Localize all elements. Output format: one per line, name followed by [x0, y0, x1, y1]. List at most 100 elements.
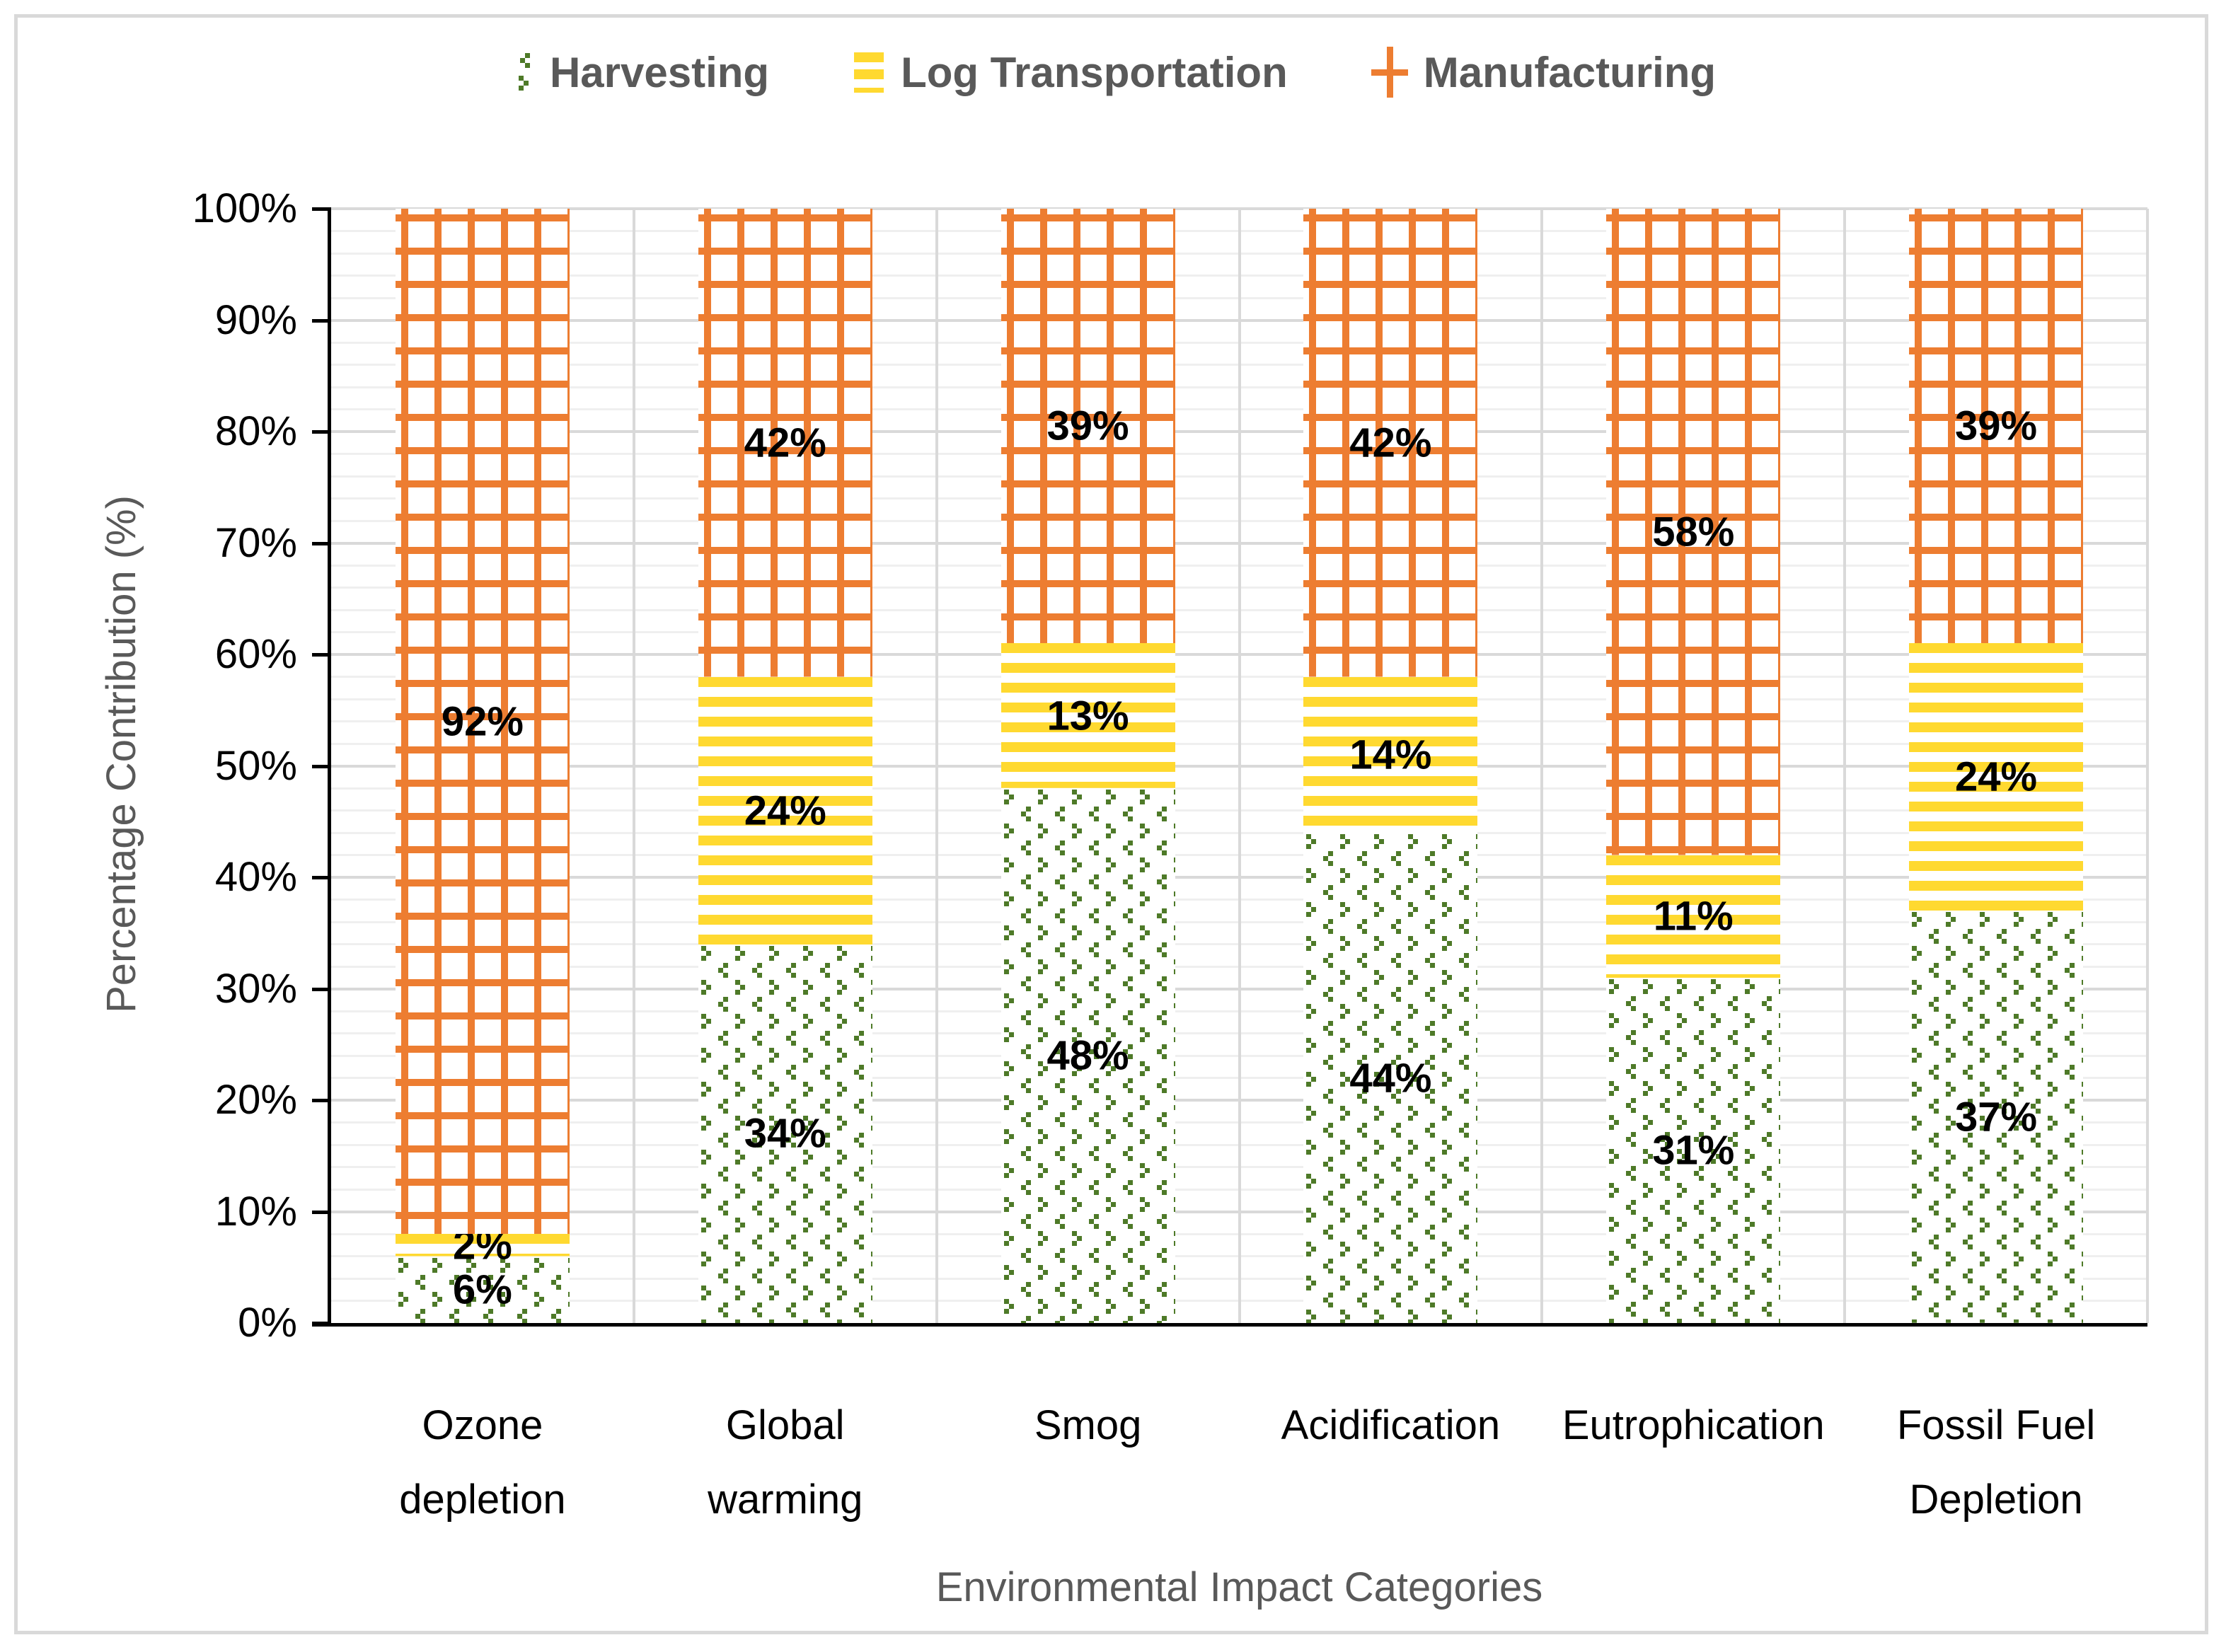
category-separator-line	[935, 209, 938, 1323]
bar-segment-harvesting	[1909, 911, 2084, 1323]
data-label: 24%	[1955, 753, 2038, 800]
y-axis-tick	[312, 1210, 331, 1214]
bar-segment-harvesting	[1000, 788, 1175, 1323]
category-separator-line	[1540, 209, 1544, 1323]
y-tick-label: 10%	[214, 1188, 297, 1235]
pattern-fill-manufacturing	[1303, 209, 1478, 677]
legend-item-harvesting: Harvesting	[510, 48, 769, 97]
data-label: 14%	[1349, 732, 1432, 778]
y-axis-tick	[312, 764, 331, 768]
x-axis-line	[312, 1323, 2147, 1327]
category-separator-line	[2146, 209, 2149, 1323]
legend-label-log-transportation: Log Transportation	[901, 48, 1288, 96]
y-axis-tick	[312, 541, 331, 545]
pattern-fill-harvesting	[698, 944, 872, 1323]
category-label: Ozone depletion	[399, 1402, 566, 1523]
bar-segment-log-transportation	[698, 676, 872, 945]
pattern-fill-manufacturing	[698, 209, 872, 677]
data-label: 42%	[1349, 420, 1432, 466]
bar-segment-manufacturing	[1606, 209, 1781, 855]
bar-segment-log-transportation	[395, 1234, 570, 1257]
pattern-fill-harvesting	[1909, 911, 2084, 1323]
data-label: 24%	[744, 787, 826, 833]
bar-segment-log-transportation	[1000, 643, 1175, 788]
bar-segment-harvesting	[1303, 833, 1478, 1323]
category-separator-line	[632, 209, 635, 1323]
data-label: 92%	[441, 698, 524, 744]
y-tick-label: 90%	[214, 296, 297, 343]
y-axis-tick	[312, 207, 331, 211]
bar-segment-manufacturing	[1303, 209, 1478, 677]
log-transportation-pattern-swatch-icon	[854, 52, 884, 93]
bar-segment-harvesting	[395, 1256, 570, 1323]
y-tick-label: 30%	[214, 965, 297, 1012]
legend-item-log-transportation: Log Transportation	[853, 48, 1288, 97]
data-label: 42%	[744, 420, 826, 466]
y-tick-label: 60%	[214, 631, 297, 677]
x-axis-title: Environmental Impact Categories	[935, 1564, 1543, 1610]
pattern-fill-log-transportation	[1303, 676, 1478, 833]
pattern-fill-log-transportation	[1909, 643, 2084, 911]
pattern-fill-harvesting	[1606, 977, 1781, 1323]
y-axis-tick	[312, 653, 331, 657]
data-label: 39%	[1955, 403, 2038, 449]
y-tick-label: 20%	[214, 1077, 297, 1123]
category-label: Smog	[1034, 1402, 1142, 1448]
y-tick-label: 70%	[214, 519, 297, 566]
category-label: Global warming	[708, 1402, 863, 1523]
legend-label-manufacturing: Manufacturing	[1423, 48, 1717, 96]
category-label: Acidification	[1281, 1402, 1501, 1448]
data-label: 44%	[1349, 1055, 1432, 1101]
legend-label-harvesting: Harvesting	[549, 48, 770, 96]
y-tick-label: 40%	[214, 854, 297, 900]
y-tick-label: 50%	[214, 742, 297, 789]
pattern-fill-manufacturing	[1606, 209, 1781, 855]
chart-outer-border	[14, 14, 2208, 1634]
y-tick-label: 80%	[214, 408, 297, 454]
pattern-fill-log-transportation	[1000, 643, 1175, 788]
bar-segment-harvesting	[1606, 977, 1781, 1323]
data-label: 48%	[1046, 1032, 1129, 1079]
bar-segment-manufacturing	[1909, 209, 2084, 644]
manufacturing-pattern-swatch-icon	[1371, 47, 1408, 98]
pattern-fill-harvesting	[1000, 788, 1175, 1323]
data-label: 37%	[1955, 1094, 2038, 1140]
bar-segment-harvesting	[698, 944, 872, 1323]
pattern-fill-harvesting	[395, 1256, 570, 1323]
y-axis-tick	[312, 1322, 331, 1325]
pattern-fill-log-transportation	[1606, 855, 1781, 978]
bar-segment-manufacturing	[1000, 209, 1175, 644]
bar-segment-manufacturing	[698, 209, 872, 677]
y-tick-label: 0%	[238, 1300, 297, 1346]
data-label: 31%	[1652, 1127, 1735, 1174]
category-separator-line	[1843, 209, 1847, 1323]
y-axis-tick	[312, 987, 331, 991]
y-tick-label: 100%	[192, 185, 297, 231]
bar-segment-manufacturing	[395, 209, 570, 1234]
category-label: Eutrophication	[1562, 1402, 1825, 1448]
y-axis-tick	[312, 1099, 331, 1102]
pattern-fill-log-transportation	[395, 1234, 570, 1257]
category-separator-line	[1238, 209, 1241, 1323]
pattern-fill-manufacturing	[1000, 209, 1175, 644]
data-label: 34%	[744, 1110, 826, 1157]
pattern-fill-harvesting	[1303, 833, 1478, 1323]
data-label: 6%	[452, 1266, 512, 1313]
y-axis-tick	[312, 430, 331, 434]
bar-segment-log-transportation	[1303, 676, 1478, 833]
y-axis-tick	[312, 318, 331, 323]
bar-segment-log-transportation	[1909, 643, 2084, 911]
bar-segment-log-transportation	[1606, 855, 1781, 978]
pattern-fill-log-transportation	[698, 676, 872, 945]
legend: Harvesting Log Transportation Manufactur…	[0, 33, 2226, 112]
data-label: 39%	[1046, 403, 1129, 449]
category-label: Fossil Fuel Depletion	[1896, 1402, 2096, 1523]
data-label: 58%	[1652, 509, 1735, 555]
pattern-fill-manufacturing	[395, 209, 570, 1234]
y-axis-tick	[312, 876, 331, 879]
data-label: 11%	[1653, 893, 1734, 940]
data-label: 13%	[1046, 693, 1129, 739]
harvesting-pattern-swatch-icon	[518, 53, 530, 91]
legend-item-manufacturing: Manufacturing	[1371, 47, 1716, 98]
